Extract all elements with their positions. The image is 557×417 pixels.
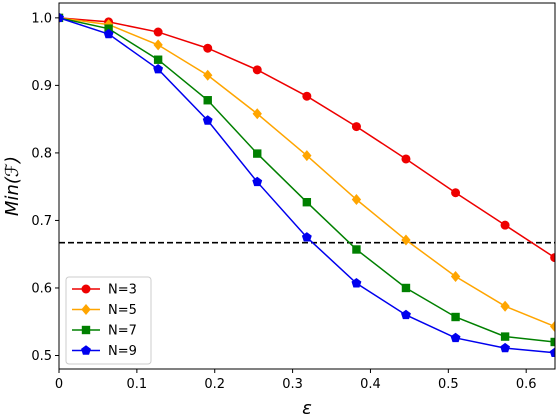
legend-n7-label: N=7 [108,324,137,339]
x-tick-label: 0.3 [282,377,303,392]
series-n5-point [550,320,555,332]
series-n7-point [401,283,411,293]
y-tick-label: 0.6 [31,281,52,296]
series-n5-point [450,270,461,282]
legend-n7-marker [81,325,91,335]
series-n7-point [203,96,212,105]
series-n5-point [252,108,262,120]
x-axis-label: ε [302,398,312,417]
series-n5-point [401,234,411,246]
y-tick-label: 0.9 [31,79,52,94]
series-n3-point [550,253,555,263]
series-n7-point [352,245,361,254]
series-n9-point [202,115,213,125]
series-n7-point [104,24,113,33]
series-n3-line [59,17,555,259]
series-n9-point [450,332,461,343]
legend: N=3 N=5 N=7 N=9 [65,276,152,365]
series-n7-point [451,312,460,322]
y-tick-label: 1.0 [31,11,52,26]
series-n5-point [351,194,362,206]
series-n5-point [302,150,312,162]
y-axis-label: Min(ℱ) [2,156,23,216]
y-tick-label: 0.8 [31,146,52,161]
series-n7-point [500,332,510,341]
series-n3-point [252,65,262,75]
x-tick-label: 0.5 [438,377,459,392]
series-n9-point [103,28,114,39]
series-n3-point [203,43,213,53]
plot-area [59,12,555,357]
series-n9-point [252,176,263,187]
series-n9-point [401,309,411,320]
legend-n5-label: N=5 [108,303,137,318]
x-tick-label: 0 [55,377,63,392]
y-tick-label: 0.7 [31,214,52,229]
legend-n3-marker [81,284,91,294]
series-n5-point [203,69,213,81]
legend-n9-label: N=9 [108,344,137,359]
legend-box [65,276,152,365]
legend-n5-marker [81,304,91,315]
series-n5-point [500,300,510,312]
series-n3-point [451,188,461,198]
series-n5-point [153,39,163,51]
legend-n9-marker [81,345,91,355]
series-n9-point [549,347,555,357]
series-n9-point [351,278,362,288]
y-tick-label: 0.5 [31,349,52,364]
x-tick-label: 0.1 [127,377,148,392]
series-n3-point [153,27,163,37]
series-n9-point [153,63,164,74]
x-tick-label: 0.4 [360,377,381,392]
x-tick-label: 0.6 [516,377,537,392]
series-n3-point [500,220,510,230]
series-n7-point [153,55,163,64]
series-n9-point [301,232,312,242]
series-n7-point [302,198,312,207]
legend-n3-label: N=3 [108,283,137,298]
series-n3-point [401,154,411,164]
plot-frame [58,2,556,370]
series-n7-point [253,149,262,158]
series-n7-point [550,337,555,347]
x-tick-label: 0.2 [204,377,225,392]
series-n3-point [351,122,361,132]
series-n9-point [500,342,511,353]
series-n3-point [302,91,312,101]
series-n9-point [59,12,64,23]
